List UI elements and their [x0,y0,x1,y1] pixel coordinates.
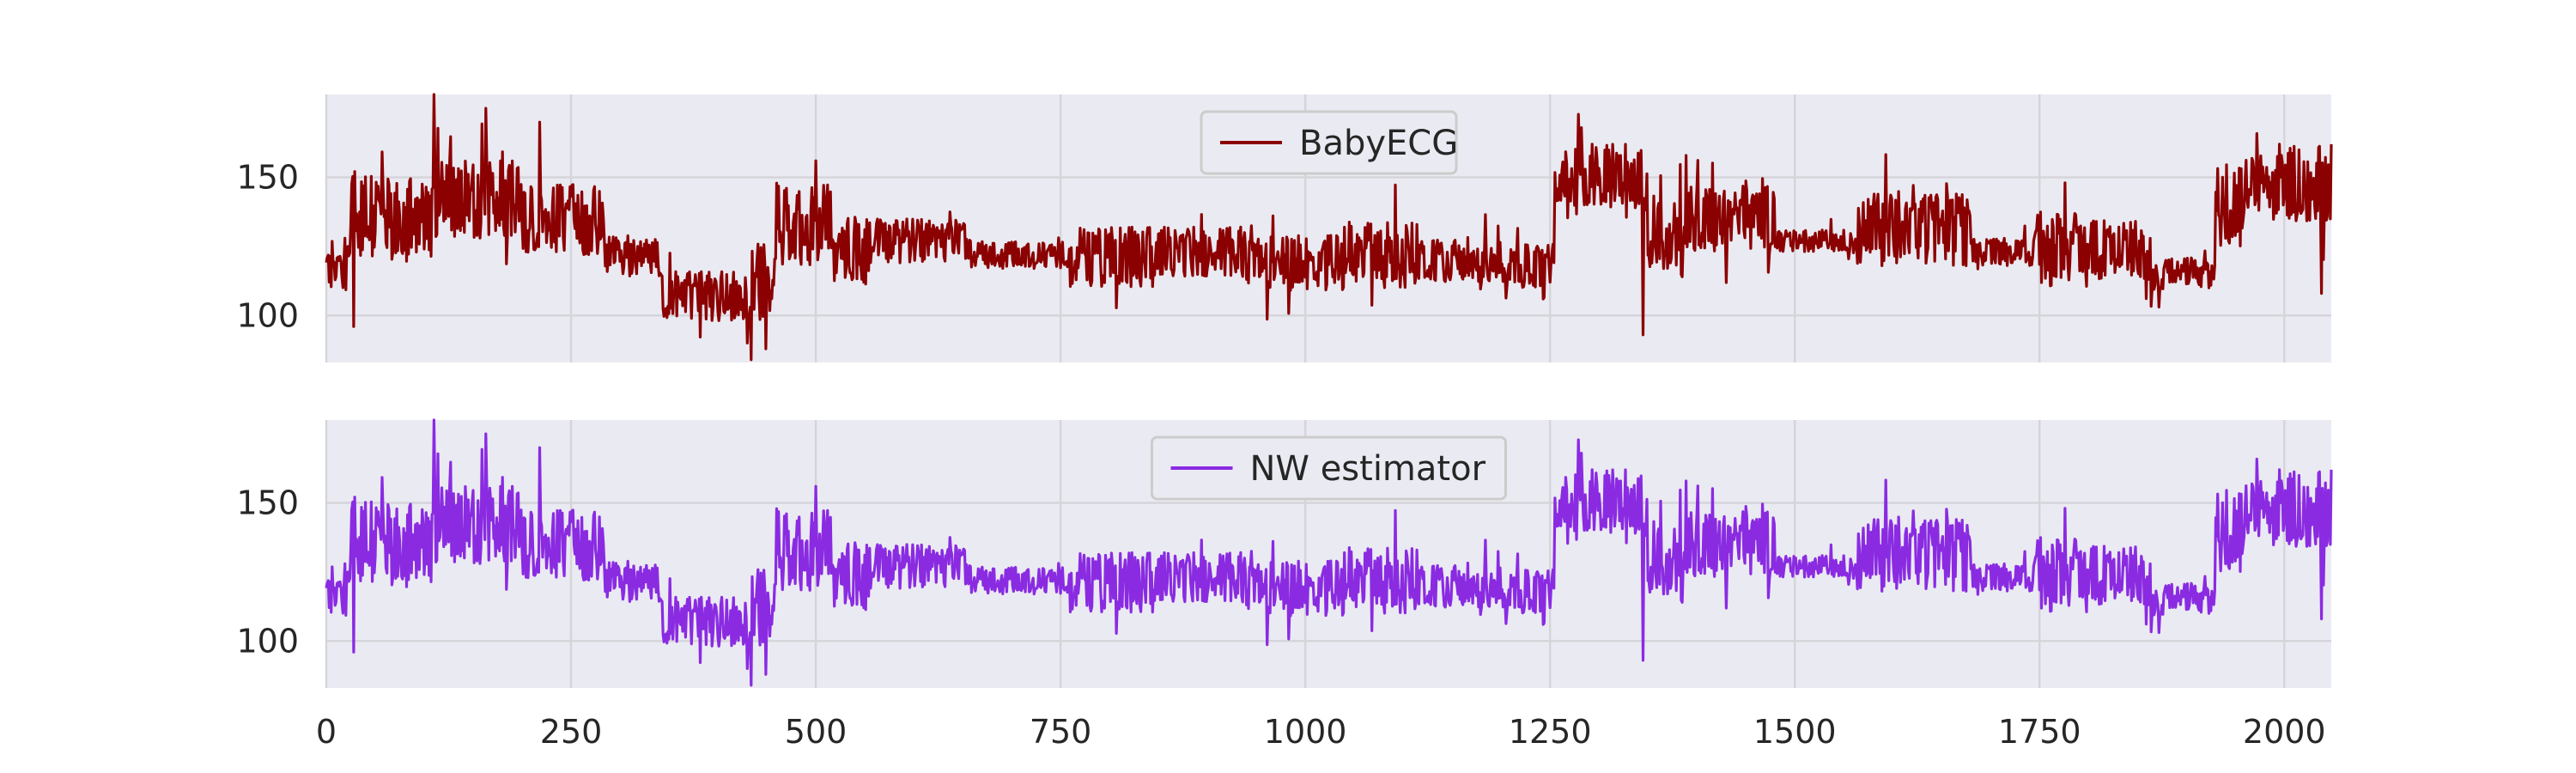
babyecg-y-tick-label-150: 150 [236,158,299,196]
nw-estimator-legend-label: NW estimator [1250,449,1486,489]
babyecg-legend-label: BabyECG [1299,124,1458,163]
babyecg-legend: BabyECG [1200,110,1458,175]
x-tick-label-0: 0 [316,713,337,751]
x-tick-label-1000: 1000 [1264,713,1347,751]
babyecg-legend-box [1200,110,1458,175]
nw-estimator-panel: 100 150 0 250 500 750 1000 1250 1500 1750 2000 NW… [236,418,2333,751]
x-tick-label-1250: 1250 [1509,713,1592,751]
babyecg-grid [325,94,2331,362]
babyecg-series-line [325,93,2333,362]
babyecg-panel: 100 150 BabyECG [236,93,2333,362]
x-tick-label-500: 500 [785,713,848,751]
nw-estimator-y-tick-labels: 100 150 [236,484,299,660]
x-tick-label-1750: 1750 [1998,713,2081,751]
nw-estimator-series-line [325,418,2333,687]
x-tick-label-1500: 1500 [1753,713,1837,751]
nw-estimator-legend-box [1151,435,1507,501]
babyecg-y-tick-label-100: 100 [236,296,299,334]
x-tick-label-2000: 2000 [2243,713,2326,751]
nw-estimator-legend: NW estimator [1151,435,1507,501]
x-tick-label-250: 250 [540,713,603,751]
nw-estimator-x-tick-labels: 0 250 500 750 1000 1250 1500 1750 2000 [316,713,2326,751]
nw-estimator-y-tick-label-150: 150 [236,484,299,521]
x-tick-label-750: 750 [1030,713,1092,751]
babyecg-y-tick-labels: 100 150 [236,158,299,334]
nw-estimator-y-tick-label-100: 100 [236,622,299,660]
